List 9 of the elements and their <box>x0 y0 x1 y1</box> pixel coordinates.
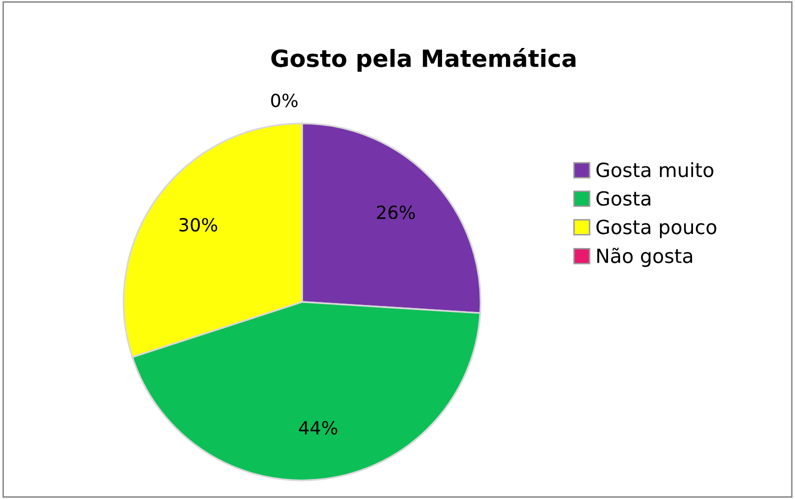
chart-title: Gosto pela Matemática <box>271 48 576 72</box>
data-label: 26% <box>377 206 415 220</box>
text: 0% <box>271 94 298 108</box>
legend-label: Gosta muito <box>596 162 714 178</box>
legend-label: Gosta <box>596 191 650 206</box>
data-label: 44% <box>299 420 338 435</box>
legend-label: Não gosta <box>597 248 692 267</box>
data-label: 30% <box>179 218 218 232</box>
legend-label: Gosta pouco <box>596 220 716 238</box>
